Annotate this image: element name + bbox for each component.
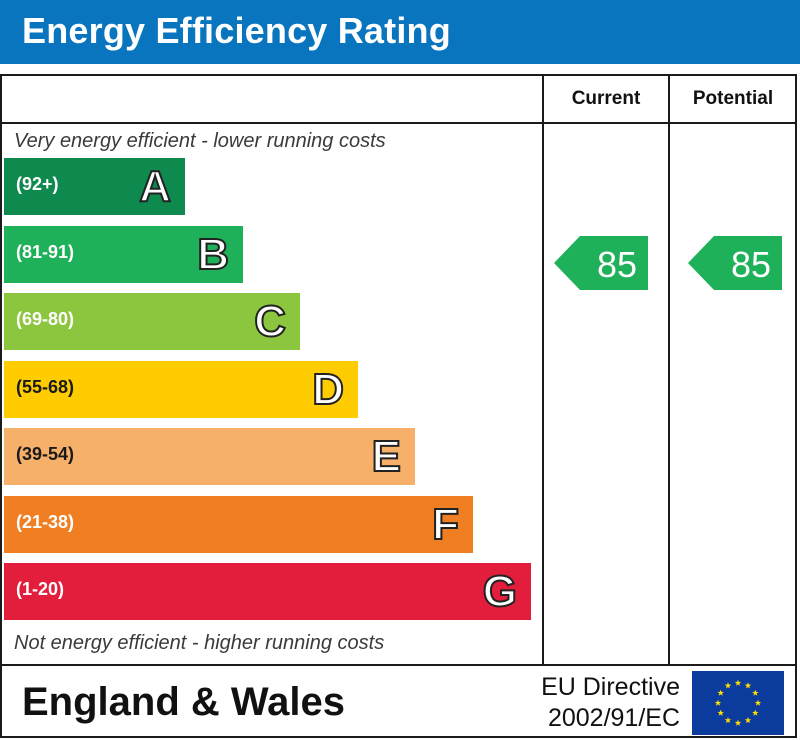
band-range-a: (92+) (16, 174, 59, 194)
band-b: (81-91) B (4, 226, 243, 283)
current-column-header: Current (571, 88, 641, 109)
bottom-note: Not energy efficient - higher running co… (14, 632, 385, 654)
top-note: Very energy efficient - lower running co… (14, 130, 386, 152)
eu-star-icon (752, 709, 759, 716)
band-a: (92+) A (4, 158, 185, 215)
band-letter-a: A (138, 161, 172, 212)
band-range-e: (39-54) (16, 444, 75, 464)
eu-star-icon (717, 709, 724, 716)
footer-divider (0, 664, 797, 666)
eu-star-icon (717, 689, 724, 696)
eu-star-icon (744, 716, 752, 724)
eu-star-icon (744, 682, 752, 689)
band-range-c: (69-80) (16, 309, 75, 329)
band-range-d: (55-68) (16, 377, 75, 397)
band-letter-g: G (482, 566, 518, 617)
band-letter-f: F (431, 499, 460, 550)
eu-flag-stars (714, 679, 762, 726)
current-rating-value: 85 (596, 244, 638, 285)
eu-star-icon (754, 699, 762, 706)
band-letter-d: D (311, 364, 345, 415)
header-bar: Energy Efficiency Rating (0, 0, 800, 64)
eu-star-icon (752, 689, 759, 696)
eu-star-icon (734, 719, 742, 726)
band-letter-e: E (371, 431, 402, 482)
eu-star-icon (714, 699, 722, 706)
potential-arrow-shape (688, 236, 782, 290)
page-title: Energy Efficiency Rating (22, 10, 451, 51)
band-g: (1-20) G (4, 563, 531, 620)
eu-star-icon (734, 679, 742, 686)
region-label: England & Wales (22, 680, 346, 724)
current-arrow-shape (554, 236, 648, 290)
band-d: (55-68) D (4, 361, 358, 418)
header-divider (0, 122, 797, 124)
band-range-g: (1-20) (16, 579, 65, 599)
band-range-f: (21-38) (16, 512, 75, 532)
current-column-divider (542, 74, 544, 665)
chart-frame (0, 74, 797, 738)
potential-column-divider (668, 74, 670, 665)
band-f: (21-38) F (4, 496, 473, 553)
eu-directive-label: EU Directive (541, 673, 680, 701)
eu-directive-number: 2002/91/EC (547, 704, 680, 732)
potential-rating-value: 85 (730, 244, 772, 285)
eu-star-icon (724, 716, 732, 724)
band-c: (69-80) C (4, 293, 300, 350)
band-e: (39-54) E (4, 428, 415, 485)
band-range-b: (81-91) (16, 242, 75, 262)
band-letter-b: B (196, 229, 230, 280)
potential-column-header: Potential (692, 88, 774, 109)
eu-flag-icon (692, 671, 784, 735)
band-letter-c: C (253, 296, 287, 347)
eu-star-icon (724, 682, 732, 689)
